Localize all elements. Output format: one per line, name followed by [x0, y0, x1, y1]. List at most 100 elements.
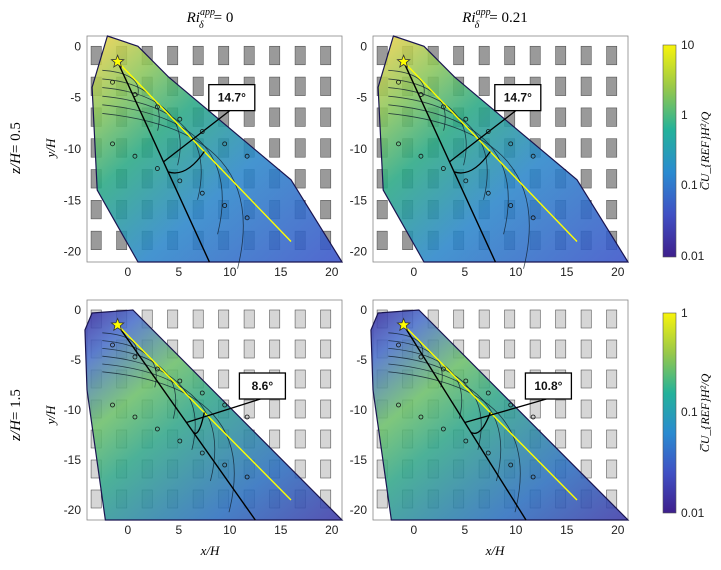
row-label-top: z/H= 0.5	[8, 122, 24, 175]
source-star	[110, 54, 125, 68]
building-block	[555, 107, 567, 127]
column-title-right: Riapp δ = 0.21	[461, 7, 527, 31]
panels-group: 14.7° 0 5 10 15 20 0 -5 -10 -15 -20 14.7° 0 5 10 15 20 0 -…	[64, 35, 630, 537]
building-block	[555, 339, 567, 359]
sampling-point	[418, 354, 424, 360]
building-block	[320, 107, 332, 127]
building-block	[580, 339, 592, 359]
xlabel-right: x/H	[485, 543, 505, 558]
building-block	[294, 339, 306, 359]
sampling-point	[418, 92, 424, 97]
x-tick-label: 20	[325, 265, 339, 279]
colorbar-bottom-bar	[662, 312, 677, 514]
y-tick-label: -20	[350, 503, 368, 517]
building-block	[320, 369, 332, 389]
annotation-arrow	[464, 398, 547, 424]
building-block	[606, 107, 618, 127]
x-tick-label: 10	[223, 265, 237, 279]
x-tick-label: 20	[611, 265, 625, 279]
annotation-box	[494, 83, 542, 112]
sampling-point	[485, 450, 491, 456]
building-block	[555, 45, 567, 66]
y-tick-label: -10	[350, 403, 368, 417]
x-tick-label: 15	[560, 265, 574, 279]
building-block	[90, 230, 102, 250]
sampling-point	[440, 426, 446, 432]
sampling-point	[199, 450, 205, 456]
building-block	[555, 76, 567, 96]
sampling-point	[177, 378, 183, 384]
building-block	[555, 309, 567, 329]
contour-line	[388, 69, 425, 97]
y-tick-label: -5	[70, 91, 81, 105]
sampling-point	[463, 178, 469, 184]
sampling-point	[485, 390, 491, 396]
building-block	[580, 399, 592, 419]
building-block	[478, 309, 490, 329]
sampling-point	[132, 153, 138, 159]
building-block	[580, 45, 592, 66]
sampling-point	[154, 166, 160, 171]
building-block	[320, 138, 332, 158]
colorbar-top-tick: 1	[681, 108, 688, 122]
building-block	[243, 309, 255, 329]
building-block	[320, 339, 332, 359]
x-tick-label: 10	[509, 265, 523, 279]
sampling-point	[177, 178, 183, 184]
contour-line	[388, 87, 467, 166]
building-block	[580, 429, 592, 449]
building-block	[294, 399, 306, 419]
y-tick-label: -5	[356, 353, 367, 367]
x-tick-label: 5	[175, 523, 182, 537]
building-block	[606, 200, 618, 220]
building-block	[320, 200, 332, 220]
ylabel-top: y/H	[43, 138, 58, 159]
building-block	[269, 107, 281, 127]
sampling-point	[244, 474, 250, 480]
building-block	[192, 45, 204, 66]
sampling-point	[508, 462, 514, 468]
sampling-point	[508, 141, 514, 147]
building-block	[320, 76, 332, 96]
building-block	[555, 399, 567, 419]
building-block	[269, 399, 281, 419]
y-tick-label: 0	[74, 303, 81, 317]
sampling-points	[396, 79, 536, 221]
building-block	[580, 107, 592, 127]
building-block	[606, 138, 618, 158]
building-block	[218, 45, 230, 66]
x-tick-label: 15	[274, 265, 288, 279]
sampling-point	[177, 438, 183, 444]
building-block	[580, 76, 592, 96]
sampling-point	[396, 342, 401, 348]
sampling-point	[132, 92, 138, 97]
building-block	[504, 339, 516, 359]
angle-arc	[470, 412, 491, 434]
building-block	[376, 200, 388, 220]
building-block	[218, 369, 230, 389]
sampling-point	[463, 116, 469, 122]
sampling-points	[396, 342, 536, 480]
y-tick-label: -15	[64, 453, 82, 467]
building-block	[90, 200, 102, 220]
x-tick-label: 15	[560, 523, 574, 537]
contour-line	[388, 104, 509, 235]
contour-line	[102, 104, 223, 235]
contour-line	[102, 95, 202, 200]
building-block	[320, 169, 332, 189]
sampling-point	[396, 79, 401, 85]
sampling-point	[396, 402, 401, 408]
contour-line	[388, 371, 521, 513]
sampling-point	[440, 366, 446, 372]
building-block	[294, 76, 306, 96]
building-block	[269, 339, 281, 359]
building-block	[504, 45, 516, 66]
ylabel-bottom: y/H	[43, 405, 58, 426]
building-block	[320, 45, 332, 66]
angle-label: 8.6°	[252, 379, 274, 393]
contour-line	[102, 87, 181, 166]
panel-bottom-left: 8.6° 0 5 10 15 20 0 -5 -10 -15 -20	[64, 299, 344, 537]
sampling-point	[485, 190, 491, 196]
contour-line	[102, 355, 196, 450]
building-block	[606, 339, 618, 359]
